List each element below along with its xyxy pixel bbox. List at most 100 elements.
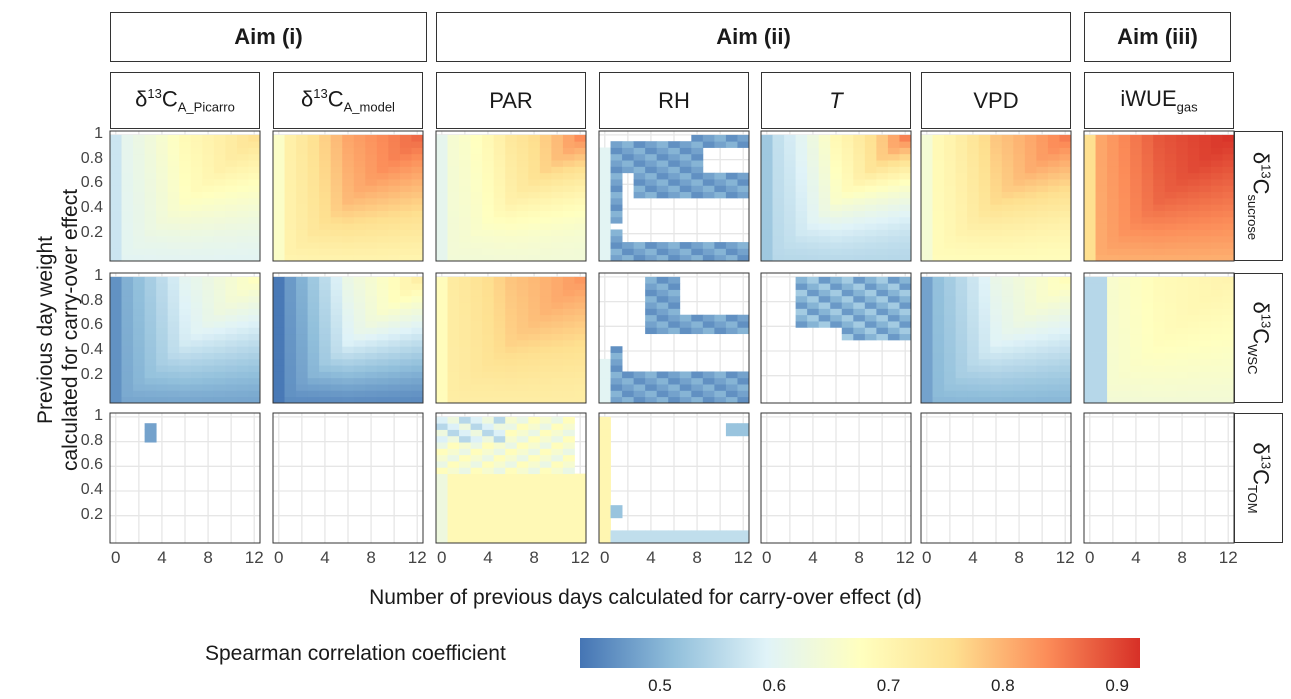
heatmap-cell: [156, 179, 169, 186]
heatmap-cell: [725, 327, 738, 335]
heatmap-cell: [714, 536, 727, 544]
heatmap-cell: [342, 302, 355, 309]
heatmap-cell: [330, 179, 343, 186]
heatmap-cell: [539, 396, 552, 404]
heatmap-cell: [551, 210, 564, 218]
heatmap-cell: [1047, 321, 1060, 328]
heatmap-cell: [388, 283, 401, 290]
heatmap-cell: [133, 248, 146, 256]
heatmap-cell: [296, 223, 309, 230]
heatmap-cell: [737, 314, 750, 322]
heatmap-cell: [284, 216, 297, 224]
colorbar: [580, 638, 1140, 668]
heatmap-cell: [679, 160, 692, 167]
heatmap-cell: [528, 492, 541, 500]
heatmap-cell: [482, 141, 495, 148]
heatmap-cell: [668, 254, 681, 262]
heatmap-cell: [772, 204, 785, 211]
heatmap-cell: [459, 377, 472, 385]
heatmap-cell: [1210, 229, 1223, 237]
heatmap-cell: [562, 147, 575, 155]
heatmap-cell: [505, 153, 518, 161]
heatmap-cell: [470, 223, 483, 230]
heatmap-cell: [330, 384, 343, 391]
heatmap-cell: [864, 153, 877, 161]
heatmap-cell: [248, 390, 261, 398]
heatmap-cell: [388, 390, 401, 398]
heatmap-cell: [133, 339, 146, 347]
heatmap-cell: [1222, 390, 1235, 398]
heatmap-cell: [737, 390, 750, 398]
heatmap-cell: [447, 473, 460, 481]
heatmap-cell: [1141, 197, 1154, 205]
heatmap-cell: [493, 479, 506, 487]
heatmap-cell: [737, 371, 750, 379]
heatmap-cell: [1176, 204, 1189, 211]
heatmap-cell: [944, 352, 957, 360]
heatmap-cell: [818, 204, 831, 211]
heatmap-cell: [447, 223, 460, 230]
heatmap-cell: [528, 147, 541, 155]
heatmap-cell: [932, 204, 945, 211]
heatmap-cell: [284, 229, 297, 237]
heatmap-cell: [714, 179, 727, 186]
heatmap-cell: [273, 390, 285, 398]
heatmap-cell: [656, 248, 669, 256]
heatmap-cell: [236, 295, 249, 303]
heatmap-cell: [679, 396, 692, 404]
heatmap-cell: [841, 216, 854, 224]
heatmap-cell: [273, 153, 285, 161]
heatmap-cell: [1153, 172, 1166, 180]
heatmap-cell: [1107, 141, 1120, 148]
heatmap-cell: [365, 276, 378, 284]
heatmap-cell: [1013, 371, 1026, 379]
heatmap-cell: [319, 365, 332, 372]
heatmap-cell: [273, 185, 285, 193]
heatmap-cell: [1153, 396, 1166, 404]
heatmap-cell: [1187, 346, 1200, 353]
heatmap-cell: [725, 141, 738, 148]
heatmap-cell: [990, 352, 1003, 360]
heatmap-cell: [436, 517, 448, 525]
heatmap-cell: [679, 377, 692, 385]
heatmap-cell: [562, 346, 575, 353]
heatmap-cell: [795, 216, 808, 224]
heatmap-cell: [932, 141, 945, 148]
heatmap-cell: [1176, 172, 1189, 180]
heatmap-cell: [841, 160, 854, 167]
heatmap-cell: [830, 141, 843, 148]
heatmap-cell: [342, 166, 355, 174]
heatmap-cell: [459, 479, 472, 487]
heatmap-cell: [1001, 314, 1014, 322]
heatmap-cell: [330, 254, 343, 262]
heatmap-cell: [853, 223, 866, 230]
heatmap-cell: [307, 160, 320, 167]
heatmap-cell: [1059, 384, 1072, 391]
heatmap-cell: [213, 384, 226, 391]
heatmap-cell: [539, 308, 552, 316]
y-tick-label: 1: [94, 124, 103, 142]
heatmap-cell: [864, 179, 877, 186]
heatmap-cell: [599, 229, 611, 237]
heatmap-cell: [876, 179, 889, 186]
heatmap-cell: [213, 134, 226, 142]
heatmap-cell: [1141, 390, 1154, 398]
heatmap-cell: [702, 396, 715, 404]
heatmap-cell: [482, 517, 495, 525]
heatmap-cell: [284, 333, 297, 341]
heatmap-cell: [248, 371, 261, 379]
heatmap-cell: [1176, 283, 1189, 290]
heatmap-cell: [978, 333, 991, 341]
heatmap-cell: [1107, 185, 1120, 193]
heatmap-cell: [1130, 295, 1143, 303]
label-superscript: 13: [313, 86, 328, 102]
heatmap-cell: [516, 333, 529, 341]
heatmap-cell: [296, 134, 309, 142]
heatmap-cell: [399, 308, 412, 316]
heatmap-cell: [144, 333, 157, 341]
heatmap-cell: [899, 295, 912, 303]
heatmap-cell: [955, 308, 968, 316]
heatmap-cell: [447, 204, 460, 211]
heatmap-cell: [1164, 160, 1177, 167]
heatmap-cell: [296, 295, 309, 303]
